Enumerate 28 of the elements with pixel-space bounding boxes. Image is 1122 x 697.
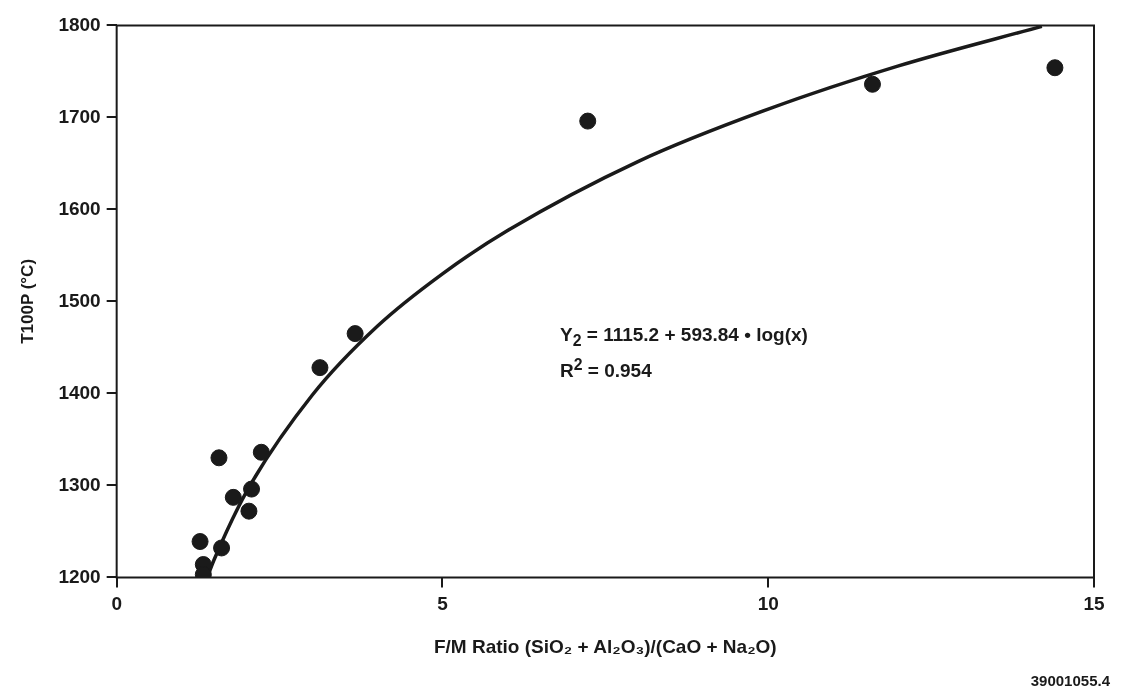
point: [210, 449, 228, 467]
x-tick-label: 15: [1083, 593, 1105, 615]
point: [579, 112, 597, 130]
point: [191, 533, 209, 551]
y-tick-label: 1800: [58, 13, 101, 35]
y-tick-label: 1200: [58, 565, 101, 587]
point: [224, 488, 242, 506]
x-tick-label: 5: [437, 593, 449, 615]
point: [311, 359, 329, 377]
x-tick-label: 10: [757, 593, 779, 615]
annotation: Y$_{2}$ = 1115.2 + 593.84 • log(x): [560, 323, 808, 351]
point: [243, 480, 261, 498]
y-tick-label: 1500: [58, 289, 101, 311]
x-tick-label: 0: [111, 593, 122, 615]
point: [1046, 59, 1064, 77]
point: [346, 325, 364, 343]
y-axis-title: T100P (°C): [17, 258, 37, 344]
y-tick-label: 1300: [58, 473, 101, 495]
y-tick-label: 1700: [58, 105, 101, 127]
point: [213, 539, 231, 557]
y-tick-label: 1600: [58, 197, 101, 219]
point: [863, 75, 881, 93]
point: [240, 502, 258, 520]
annotation: R$^{2}$ = 0.954: [560, 354, 653, 384]
y-tick-label: 1400: [58, 381, 101, 403]
point: [252, 443, 270, 461]
text: 39001055.4: [1030, 672, 1110, 689]
x-axis-title: F/M Ratio (SiO₂ + Al₂O₃)/(CaO + Na₂O): [433, 635, 777, 657]
